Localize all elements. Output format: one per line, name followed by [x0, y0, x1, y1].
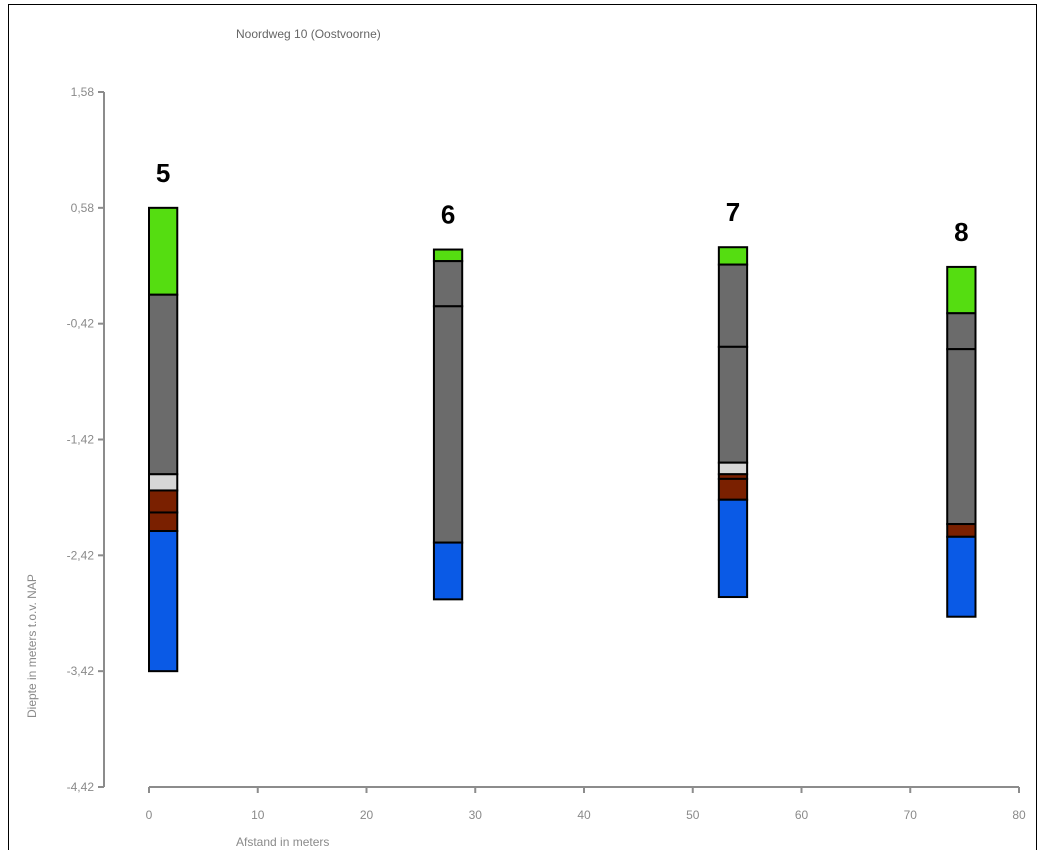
layer-blue: [148, 530, 179, 673]
layer-gray: [717, 345, 749, 464]
y-tick-label: -3,42: [67, 664, 95, 678]
layer-gray: [946, 348, 977, 526]
layer-gray: [148, 293, 179, 476]
y-axis-label: Diepte in meters t.o.v. NAP: [25, 574, 39, 718]
layer-gray: [946, 312, 977, 351]
borehole-7: [717, 246, 749, 599]
borehole-8: [946, 265, 977, 618]
x-tick-label: 70: [904, 808, 918, 822]
layer-gray: [717, 263, 749, 348]
y-tick-label: 0,58: [71, 201, 95, 215]
layer-blue: [432, 541, 464, 601]
x-tick-label: 20: [360, 808, 374, 822]
y-tick-label: 1,58: [71, 85, 95, 99]
y-tick-label: -0,42: [67, 317, 95, 331]
layer-blue: [717, 498, 749, 599]
layer-gray: [432, 260, 464, 308]
x-axis-label: Afstand in meters: [236, 835, 329, 849]
layer-lightgray: [148, 473, 179, 492]
chart-frame: [8, 4, 1037, 850]
x-tick-label: 60: [795, 808, 809, 822]
layer-lightgray: [717, 461, 749, 476]
x-tick-label: 80: [1012, 808, 1026, 822]
borehole-5: [148, 206, 179, 673]
borehole-label: 6: [441, 200, 455, 230]
axes: 1,58 0,58 -0,42 -1,42 -2,42 -3,42 -4,42 0 10 20 30…: [67, 85, 1026, 822]
x-tick-label: 30: [469, 808, 483, 822]
borehole-label: 7: [726, 197, 740, 227]
x-tick-label: 50: [686, 808, 700, 822]
x-tick-label: 10: [251, 808, 265, 822]
layer-blue: [946, 535, 977, 618]
chart-title: Noordweg 10 (Oostvoorne): [236, 27, 381, 41]
layer-brown: [148, 511, 179, 533]
layer-green: [946, 265, 977, 315]
borehole-label: 5: [156, 158, 170, 188]
y-tick-label: -4,42: [67, 780, 95, 794]
x-tick-label: 0: [146, 808, 153, 822]
layer-brown: [717, 477, 749, 501]
layer-gray: [432, 305, 464, 544]
layer-brown: [946, 523, 977, 538]
y-tick-label: -2,42: [67, 548, 95, 562]
y-tick-label: -1,42: [67, 433, 95, 447]
borehole-label: 8: [954, 217, 968, 247]
x-tick-label: 40: [577, 808, 591, 822]
borehole-6: [432, 248, 464, 601]
layer-green: [432, 248, 464, 263]
layer-green: [148, 206, 179, 296]
borehole-columns: [148, 206, 977, 673]
layer-brown: [148, 489, 179, 514]
borehole-labels: 5 6 7 8: [156, 158, 969, 247]
layer-green: [717, 246, 749, 266]
